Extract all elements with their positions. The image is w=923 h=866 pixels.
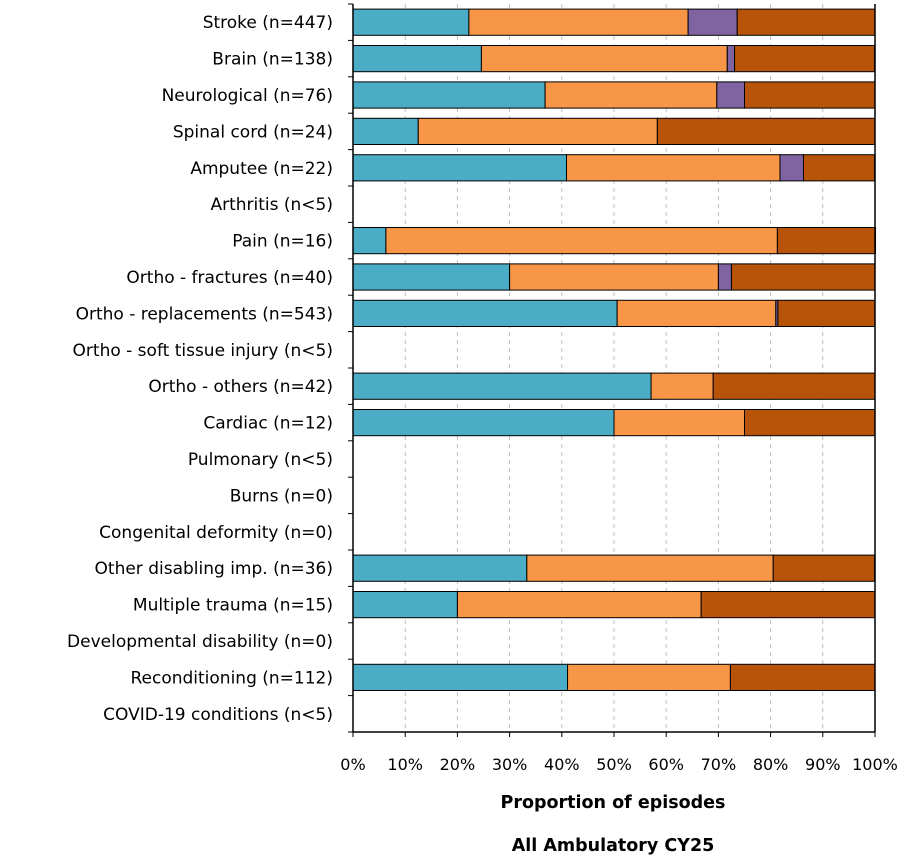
category-label: Other disabling imp. (n=36) xyxy=(95,559,333,579)
bar-segment xyxy=(385,226,778,255)
bar-segment xyxy=(352,226,387,255)
bar-segment xyxy=(352,44,482,73)
category-labels: Stroke (n=447) Brain (n=138) Neurological … xyxy=(67,13,333,725)
category-label: Spinal cord (n=24) xyxy=(173,122,333,142)
bar-segment xyxy=(700,590,876,619)
x-tick-label: 10% xyxy=(387,755,423,774)
bar-segment xyxy=(744,408,876,437)
bar-segment xyxy=(352,154,567,182)
x-tick-label: 60% xyxy=(648,755,684,774)
x-tick-label: 20% xyxy=(440,755,476,774)
bar-segment xyxy=(480,44,728,73)
bar-segment xyxy=(352,299,618,328)
bar-segment xyxy=(777,299,876,328)
bar-segment xyxy=(526,554,774,582)
category-label: Pulmonary (n<5) xyxy=(188,450,333,470)
bar-segment xyxy=(352,408,615,437)
category-label: Burns (n=0) xyxy=(230,486,333,506)
category-label: Developmental disability (n=0) xyxy=(67,632,333,652)
bar-segment xyxy=(352,8,470,36)
x-tick-label: 100% xyxy=(852,755,898,774)
x-tick-labels: 0% 10% 20% 30% 40% 50% 60% 70% 80% 90% 100% xyxy=(340,755,898,774)
bar-segment xyxy=(352,590,458,619)
bar-segment xyxy=(776,226,877,255)
bar-segment xyxy=(736,8,876,36)
category-label: Ortho - others (n=42) xyxy=(148,377,333,397)
bar-segment xyxy=(352,117,419,146)
bar-segment xyxy=(613,408,745,437)
bar-segment xyxy=(567,663,731,692)
category-label: Cardiac (n=12) xyxy=(203,414,333,434)
grid-lines xyxy=(404,4,824,732)
category-label: Ortho - replacements (n=543) xyxy=(76,304,333,324)
category-label: Congenital deformity (n=0) xyxy=(99,523,333,543)
bar-segment xyxy=(656,117,876,146)
category-label: Neurological (n=76) xyxy=(162,86,333,106)
category-label: Amputee (n=22) xyxy=(190,159,333,179)
category-label: Arthritis (n<5) xyxy=(210,195,333,215)
bar-segment xyxy=(744,81,876,109)
bar-segment xyxy=(729,663,876,692)
x-tick-label: 0% xyxy=(340,755,365,774)
bars xyxy=(352,8,877,692)
x-axis-title: Proportion of episodes xyxy=(501,793,726,813)
bar-segment xyxy=(468,8,689,36)
bar-segment xyxy=(352,81,546,109)
bar-segment xyxy=(802,154,875,182)
bar-segment xyxy=(650,372,714,400)
bar-segment xyxy=(417,117,658,146)
bar-segment xyxy=(352,663,569,692)
category-label: Multiple trauma (n=15) xyxy=(133,596,333,616)
category-label: Brain (n=138) xyxy=(212,50,333,70)
bar-segment xyxy=(687,8,738,36)
bar-segment xyxy=(616,299,777,328)
bar-segment xyxy=(730,263,876,291)
bar-segment xyxy=(734,44,875,73)
bar-segment xyxy=(352,554,528,582)
category-label: COVID-19 conditions (n<5) xyxy=(103,705,333,725)
bar-segment xyxy=(717,263,732,291)
x-tick-label: 70% xyxy=(701,755,737,774)
x-tick-label: 50% xyxy=(596,755,632,774)
bar-segment xyxy=(544,81,718,109)
x-tick-label: 30% xyxy=(492,755,528,774)
x-tick-label: 80% xyxy=(753,755,789,774)
bar-segment xyxy=(726,44,736,73)
category-label: Stroke (n=447) xyxy=(203,13,333,33)
category-label: Ortho - fractures (n=40) xyxy=(126,268,333,288)
bar-segment xyxy=(772,554,875,582)
bar-segment xyxy=(509,263,719,291)
bar-segment xyxy=(352,263,511,291)
category-label: Pain (n=16) xyxy=(232,232,333,252)
x-tick-label: 40% xyxy=(544,755,580,774)
category-label: Ortho - soft tissue injury (n<5) xyxy=(73,341,333,361)
bar-segment xyxy=(565,154,781,182)
category-label: Reconditioning (n=112) xyxy=(130,668,333,688)
bar-segment xyxy=(712,372,876,400)
axes xyxy=(348,3,876,737)
bar-segment xyxy=(352,372,652,400)
bar-segment xyxy=(456,590,702,619)
chart-subtitle: All Ambulatory CY25 xyxy=(512,836,715,856)
x-tick-label: 90% xyxy=(805,755,841,774)
bar-segment xyxy=(779,154,804,182)
bar-segment xyxy=(716,81,745,109)
